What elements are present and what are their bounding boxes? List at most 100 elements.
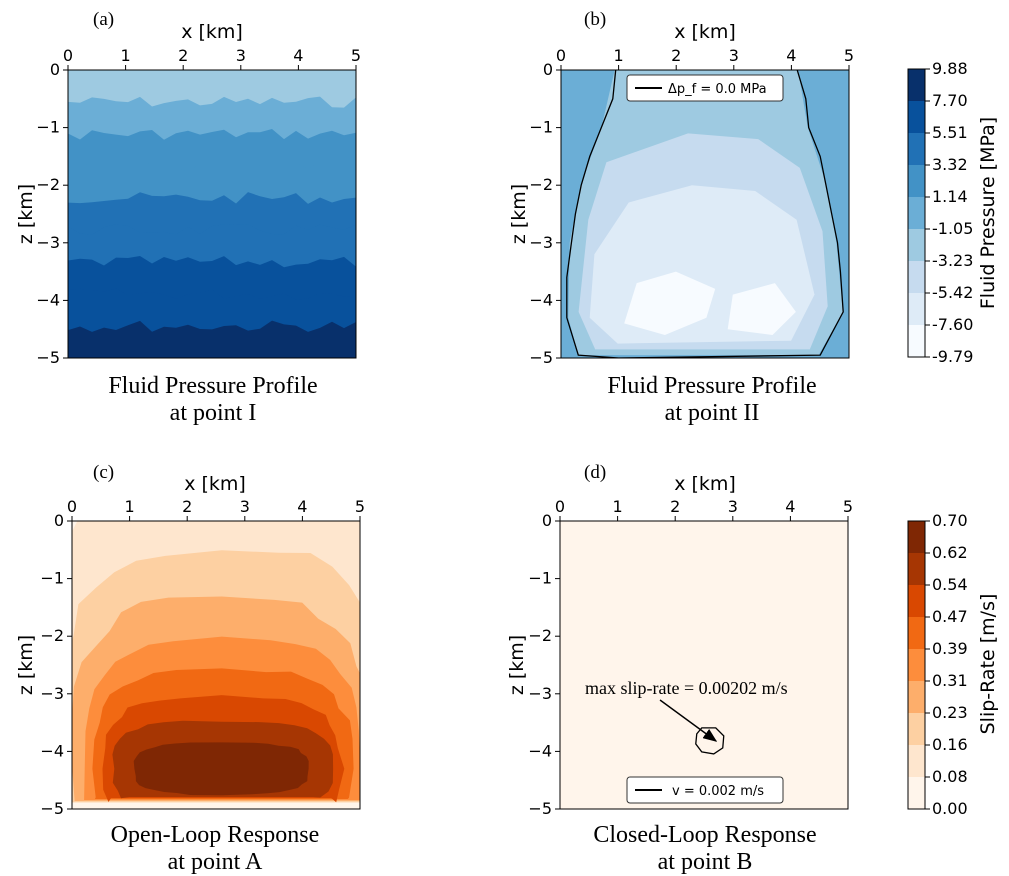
panel-b-legend-text: Δp_f = 0.0 MPa <box>668 82 767 97</box>
colorbar-slip-rate-segment <box>908 745 925 778</box>
panel-a-caption-line2: at point I <box>170 400 257 426</box>
colorbar-fluid-pressure-tick-label: -9.79 <box>932 347 973 366</box>
panel-a-ytick-label: −4 <box>36 290 60 309</box>
panel-d-frame <box>559 520 849 810</box>
panel-c-label: (c) <box>93 462 114 483</box>
colorbar-slip-rate-segment <box>908 713 925 746</box>
panel-c-ytick-label: −1 <box>40 569 64 588</box>
panel-b-ytick-label: −2 <box>529 175 553 194</box>
panel-a-xtick-label: 2 <box>178 46 188 65</box>
colorbar-fluid-pressure-segment <box>908 229 925 262</box>
panel-d-ytick-label: −2 <box>528 626 552 645</box>
panel-d-annotation: max slip-rate = 0.00202 m/s <box>585 678 788 698</box>
colorbar-fluid-pressure-segment <box>908 261 925 294</box>
panel-c: (c) x [km] 0 1 2 3 4 5 0 −1 −2 −3 −4 −5 z [km] Open… <box>15 462 365 875</box>
panel-b-label: (b) <box>584 9 606 30</box>
panel-c-ylabel: z [km] <box>15 635 37 695</box>
panel-d-xtick-label: 1 <box>613 497 623 516</box>
colorbar-slip-rate-tick-label: 0.31 <box>932 671 968 690</box>
panel-d-ytick-label: −5 <box>528 799 552 818</box>
panel-c-ytick-label: −2 <box>40 626 64 645</box>
panel-d-xtick-label: 5 <box>843 497 853 516</box>
panel-a-ytick-label: −2 <box>36 175 60 194</box>
panel-d-xtick-label: 4 <box>785 497 795 516</box>
panel-a-ytick-label: −5 <box>36 348 60 367</box>
panel-b-xtick-label: 1 <box>614 46 624 65</box>
colorbar-fluid-pressure-segment <box>908 165 925 198</box>
panel-c-xtick-label: 5 <box>355 497 365 516</box>
colorbar-fluid-pressure-segment <box>908 101 925 134</box>
panel-c-xtick-label: 4 <box>297 497 307 516</box>
colorbar-fluid-pressure-segment <box>908 325 925 358</box>
panel-d-bg <box>560 521 848 809</box>
colorbar-slip-rate-label: Slip-Rate [m/s] <box>977 594 999 735</box>
colorbar-slip-rate-segment <box>908 681 925 714</box>
panel-b-contour-fill <box>624 271 716 335</box>
panel-c-field <box>72 521 360 809</box>
colorbar-fluid-pressure: 9.88 7.70 5.51 3.32 1.14 -1.05 -3.23 -5.42 -7.60… <box>907 59 973 366</box>
colorbar-fluid-pressure-segment <box>908 293 925 326</box>
panel-c-ytick-label: −5 <box>40 799 64 818</box>
colorbar-slip-rate-tick-label: 0.16 <box>932 735 968 754</box>
colorbar-slip-rate-frame <box>907 520 926 810</box>
panel-b-legend: Δp_f = 0.0 MPa <box>626 74 784 102</box>
colorbar-fluid-pressure-tick-label: -1.05 <box>932 219 973 238</box>
colorbar-slip-rate: 0.70 0.62 0.54 0.47 0.39 0.31 0.23 0.16 0.08 0.00 <box>907 511 968 818</box>
panel-d-xtick-label: 2 <box>670 497 680 516</box>
panel-c-contour-fill <box>133 742 309 796</box>
colorbar-slip-rate-tick-label: 0.47 <box>932 607 968 626</box>
panel-a-label: (a) <box>93 9 114 30</box>
panel-a-xtick-label: 3 <box>236 46 246 65</box>
colorbar-slip-rate-tick-label: 0.00 <box>932 799 968 818</box>
panel-b-xtick-label: 4 <box>786 46 796 65</box>
panel-d-xtick-label: 0 <box>555 497 565 516</box>
panel-a-band <box>68 320 356 358</box>
colorbar-fluid-pressure-tick-label: 3.32 <box>932 155 968 174</box>
panel-b-xtick-label: 3 <box>729 46 739 65</box>
panel-b-xtick-label: 0 <box>556 46 566 65</box>
panel-b-ytick-label: −3 <box>529 233 553 252</box>
colorbar-slip-rate-tick-label: 0.39 <box>932 639 968 658</box>
panel-b-zero-contour <box>566 70 844 358</box>
panel-a-ylabel: z [km] <box>15 184 37 244</box>
colorbar-fluid-pressure-segment <box>908 133 925 166</box>
panel-d-legend-text: v = 0.002 m/s <box>672 784 764 799</box>
panel-a-ytick-label: 0 <box>50 60 60 79</box>
panel-d-ytick-label: −1 <box>528 569 552 588</box>
panel-b-caption-line2: at point II <box>665 400 760 426</box>
colorbar-slip-rate-segment <box>908 777 925 810</box>
colorbar-fluid-pressure-segment <box>908 197 925 230</box>
colorbar-fluid-pressure-tick-label: -5.42 <box>932 283 973 302</box>
colorbar-fluid-pressure-label: Fluid Pressure [MPa] <box>977 117 999 309</box>
panel-a-xtick-label: 0 <box>63 46 73 65</box>
panel-b-ticks: 0 1 2 3 4 5 0 −1 −2 −3 −4 −5 <box>529 46 854 367</box>
panel-b-xtick-label: 2 <box>671 46 681 65</box>
colorbar-fluid-pressure-tick-label: 5.51 <box>932 123 968 142</box>
panel-a-field <box>68 70 356 358</box>
colorbar-slip-rate-tick-label: 0.23 <box>932 703 968 722</box>
panel-b-ytick-label: −4 <box>529 290 553 309</box>
panel-a-ytick-label: −1 <box>36 118 60 137</box>
panel-a-caption-line1: Fluid Pressure Profile <box>108 373 317 399</box>
colorbar-slip-rate-segment <box>908 617 925 650</box>
panel-b-legend-box <box>626 74 784 102</box>
colorbar-slip-rate-tick-label: 0.54 <box>932 575 968 594</box>
panel-b-caption-line1: Fluid Pressure Profile <box>607 373 816 399</box>
panel-d-xtick-label: 3 <box>728 497 738 516</box>
colorbar-fluid-pressure-tick-label: -7.60 <box>932 315 973 334</box>
panel-b-frame <box>560 69 850 359</box>
panel-a-xtick-label: 5 <box>351 46 361 65</box>
panel-d-ytick-label: −3 <box>528 684 552 703</box>
panel-b-ytick-label: 0 <box>543 60 553 79</box>
panel-d-caption-line2: at point B <box>658 849 753 875</box>
panel-b-ylabel: z [km] <box>508 184 530 244</box>
panel-c-frame <box>71 520 361 810</box>
panel-a: (a) x [km] 0 1 2 3 4 5 0 −1 −2 −3 −4 −5 z [km] Flui… <box>15 9 361 426</box>
panel-b-ytick-label: −5 <box>529 348 553 367</box>
panel-d-ticks: 0 1 2 3 4 5 0 −1 −2 −3 −4 −5 <box>528 497 853 818</box>
panel-c-ticks: 0 1 2 3 4 5 0 −1 −2 −3 −4 −5 <box>40 497 365 818</box>
panel-a-xtick-label: 4 <box>293 46 303 65</box>
panel-d-ytick-label: 0 <box>542 511 552 530</box>
panel-c-xtick-label: 2 <box>182 497 192 516</box>
